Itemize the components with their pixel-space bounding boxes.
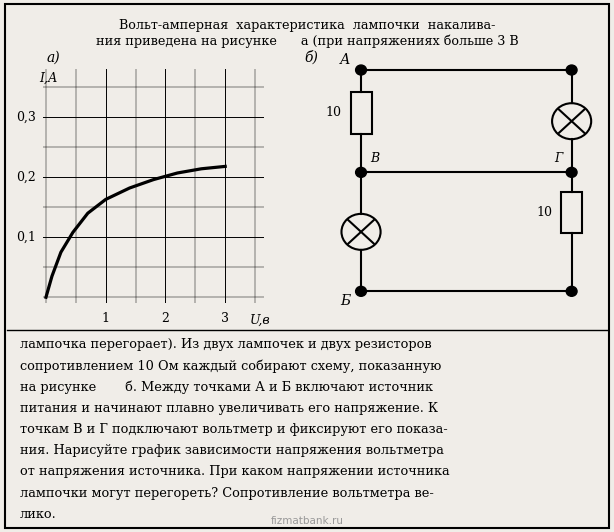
Text: на рисунке       б. Между точками А и Б включают источник: на рисунке б. Между точками А и Б включа… bbox=[20, 380, 433, 394]
Bar bbox=[561, 192, 582, 233]
Text: fizmatbank.ru: fizmatbank.ru bbox=[271, 516, 343, 526]
Circle shape bbox=[356, 286, 367, 296]
Text: точкам В и Г подключают вольтметр и фиксируют его показа-: точкам В и Г подключают вольтметр и фикс… bbox=[20, 423, 448, 436]
Text: Г: Г bbox=[554, 153, 562, 165]
Text: А: А bbox=[340, 53, 351, 67]
Circle shape bbox=[566, 286, 577, 296]
Text: сопротивлением 10 Ом каждый собирают схему, показанную: сопротивлением 10 Ом каждый собирают схе… bbox=[20, 359, 441, 372]
Text: а): а) bbox=[46, 51, 60, 64]
Circle shape bbox=[356, 168, 367, 177]
Text: 0,1: 0,1 bbox=[16, 231, 36, 244]
Text: ния. Нарисуйте график зависимости напряжения вольтметра: ния. Нарисуйте график зависимости напряж… bbox=[20, 444, 443, 457]
Text: питания и начинают плавно увеличивать его напряжение. К: питания и начинают плавно увеличивать ег… bbox=[20, 402, 438, 414]
Text: Б: Б bbox=[340, 294, 351, 308]
Text: 0,3: 0,3 bbox=[16, 111, 36, 123]
Text: от напряжения источника. При каком напряжении источника: от напряжения источника. При каком напря… bbox=[20, 466, 449, 478]
Circle shape bbox=[566, 168, 577, 177]
Text: 3: 3 bbox=[221, 312, 229, 325]
Text: ния приведена на рисунке      а (при напряжениях больше 3 В: ния приведена на рисунке а (при напряжен… bbox=[96, 35, 518, 48]
Text: U,в: U,в bbox=[249, 314, 270, 327]
Text: В: В bbox=[370, 153, 379, 165]
Text: 1: 1 bbox=[102, 312, 110, 325]
Circle shape bbox=[566, 65, 577, 75]
Circle shape bbox=[356, 65, 367, 75]
Text: лампочка перегорает). Из двух лампочек и двух резисторов: лампочка перегорает). Из двух лампочек и… bbox=[20, 338, 431, 351]
Text: I,А: I,А bbox=[39, 72, 57, 85]
Circle shape bbox=[552, 103, 591, 139]
Text: лампочки могут перегореть? Сопротивление вольтметра ве-: лампочки могут перегореть? Сопротивление… bbox=[20, 487, 433, 500]
Text: Вольт-амперная  характеристика  лампочки  накалива-: Вольт-амперная характеристика лампочки н… bbox=[119, 19, 495, 31]
Text: 0,2: 0,2 bbox=[16, 171, 36, 184]
Text: 2: 2 bbox=[161, 312, 169, 325]
Circle shape bbox=[341, 214, 381, 250]
Text: 10: 10 bbox=[536, 206, 552, 219]
Text: лико.: лико. bbox=[20, 508, 56, 521]
Bar bbox=[351, 92, 371, 134]
Text: б): б) bbox=[304, 51, 318, 65]
Text: 10: 10 bbox=[325, 106, 341, 119]
